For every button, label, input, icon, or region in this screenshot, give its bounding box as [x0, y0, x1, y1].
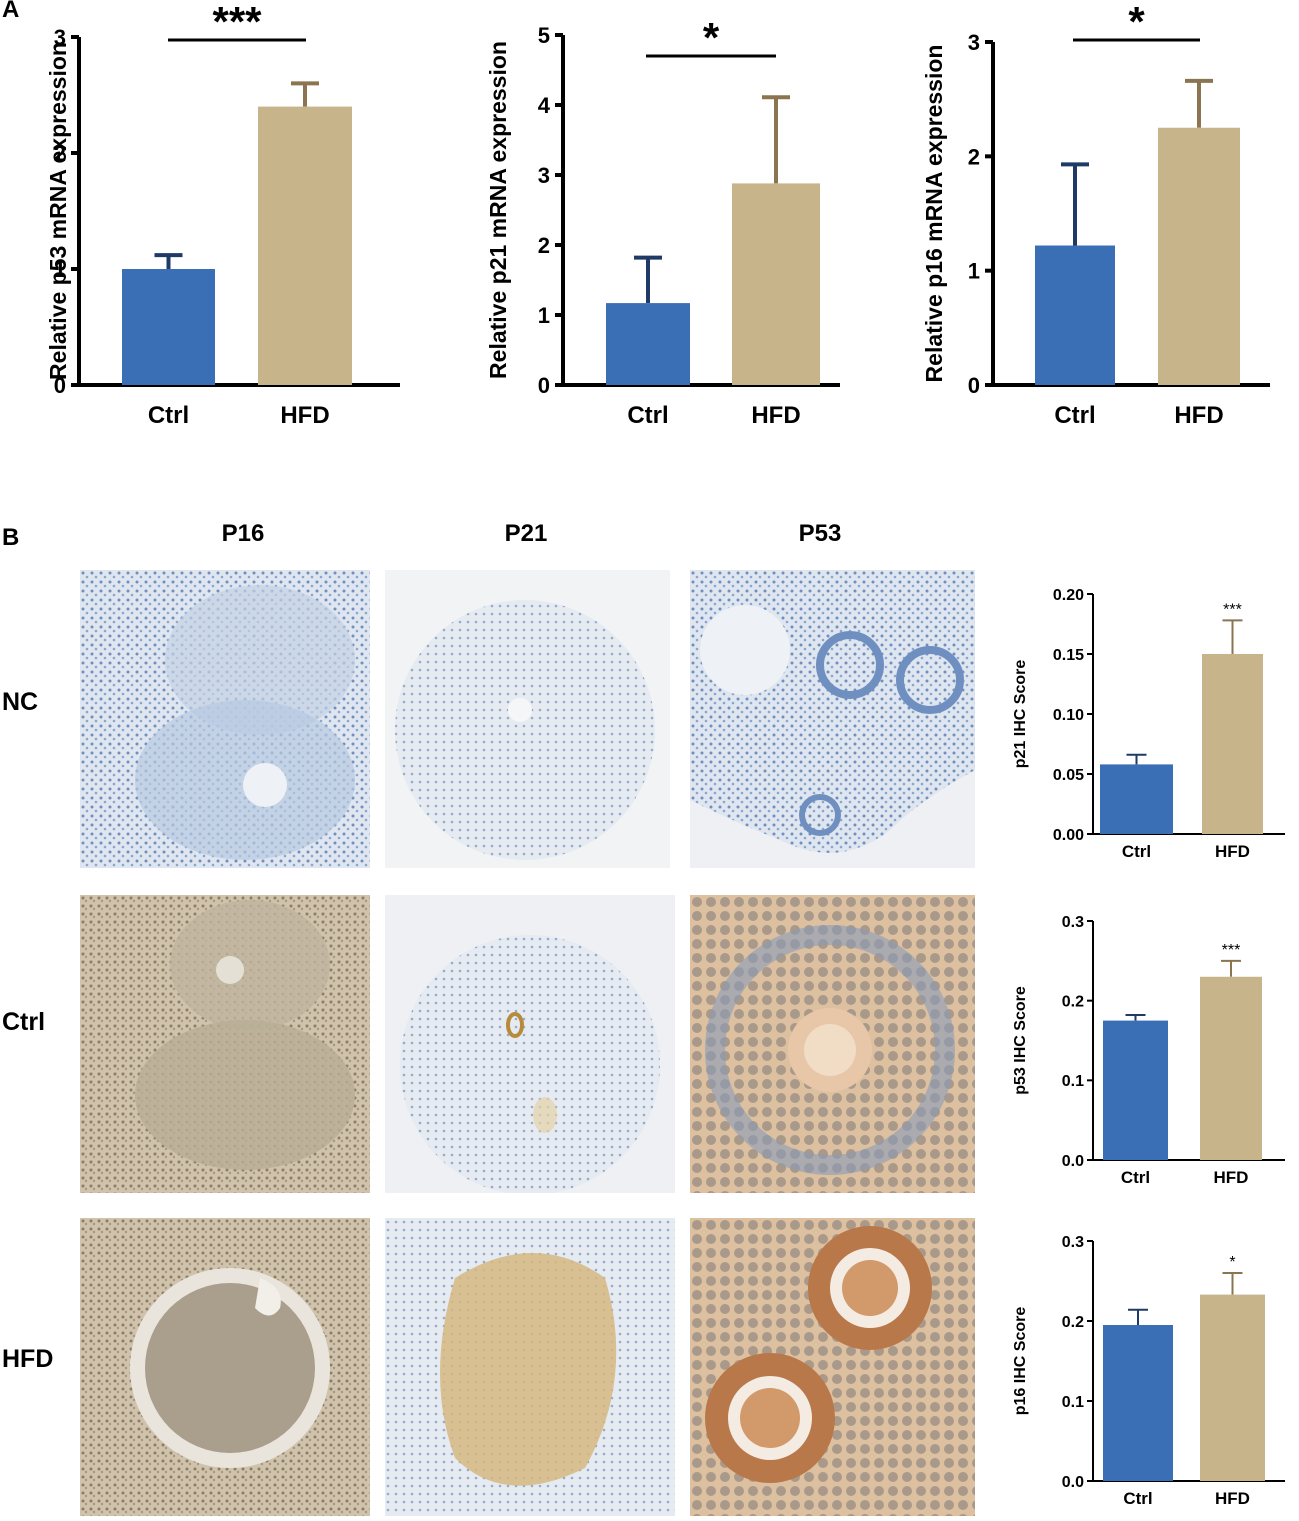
- x-tick-label: Ctrl: [1054, 402, 1095, 429]
- y-axis-label: p16 IHC Score: [1012, 1307, 1029, 1416]
- bar-hfd: [1200, 1294, 1265, 1481]
- y-tick-label: 0.1: [1062, 1394, 1084, 1411]
- panel-a-label: A: [2, 0, 20, 23]
- y-tick-label: 0.10: [1053, 707, 1084, 724]
- y-tick-label: 0.20: [1053, 587, 1084, 604]
- micrograph-nc-p21: [385, 570, 670, 868]
- column-header-p16: P16: [221, 520, 265, 547]
- bar-ctrl: [1035, 245, 1115, 385]
- significance-marker: *: [1128, 0, 1145, 45]
- panel-b-label: B: [2, 524, 20, 551]
- bar-ctrl: [122, 269, 215, 385]
- row-header-hfd: HFD: [2, 1345, 54, 1373]
- x-tick-label: HFD: [1215, 842, 1250, 861]
- y-tick-label: 0: [54, 373, 66, 398]
- y-axis-label: Relative p53 mRNA expression: [45, 42, 71, 380]
- y-tick-label: 5: [538, 23, 550, 48]
- significance-marker: ***: [1223, 601, 1242, 618]
- micrograph-ctrl-p16: [80, 895, 370, 1193]
- chart-p21-ihc: 0.00 0.05 0.10 0.15 0.20 Ctrl HFD *** p21 IHC Sc…: [1012, 587, 1285, 861]
- bar-hfd: [1158, 127, 1240, 385]
- y-tick-label: 1: [538, 303, 550, 328]
- y-tick-label: 0: [538, 373, 550, 398]
- y-axis-label: p53 IHC Score: [1012, 986, 1029, 1095]
- y-tick-label: 4: [538, 93, 551, 118]
- x-tick-label: HFD: [751, 402, 800, 429]
- y-tick-label: 3: [968, 30, 980, 55]
- y-tick-label: 2: [54, 141, 66, 166]
- y-tick-label: 0.2: [1062, 993, 1084, 1010]
- bar-hfd: [1200, 976, 1262, 1160]
- significance-marker: ***: [212, 0, 262, 45]
- column-header-p21: P21: [504, 520, 548, 547]
- y-tick-label: 2: [968, 144, 980, 169]
- y-tick-label: 0: [968, 373, 980, 398]
- x-tick-label: HFD: [280, 402, 329, 429]
- x-tick-label: HFD: [1174, 402, 1223, 429]
- micrograph-hfd-p21: [385, 1218, 675, 1516]
- bar-hfd: [1202, 654, 1263, 834]
- y-tick-label: 0.3: [1062, 914, 1084, 931]
- chart-p16-mrna: 0 1 2 3 Ctrl HFD * Relative p16 mRNA expression: [921, 0, 1270, 429]
- significance-marker: *: [703, 14, 720, 61]
- x-tick-label: Ctrl: [1121, 1168, 1150, 1187]
- y-tick-label: 1: [54, 257, 66, 282]
- x-tick-label: Ctrl: [1123, 1489, 1152, 1508]
- y-axis-label: Relative p16 mRNA expression: [921, 45, 947, 383]
- y-tick-label: 3: [538, 163, 550, 188]
- y-tick-label: 3: [54, 25, 66, 50]
- micrograph-nc-p53: [690, 570, 975, 868]
- bar-ctrl: [1103, 1020, 1168, 1160]
- x-tick-label: Ctrl: [627, 402, 668, 429]
- x-tick-label: Ctrl: [1122, 842, 1151, 861]
- chart-p53-mrna: 0 1 2 3 Ctrl HFD *** Relative p53 mRNA expressi…: [45, 0, 400, 429]
- y-tick-label: 1: [968, 259, 980, 284]
- y-tick-label: 0.3: [1062, 1234, 1084, 1251]
- y-tick-label: 0.0: [1062, 1153, 1084, 1170]
- y-tick-label: 0.00: [1053, 827, 1084, 844]
- bar-hfd: [732, 183, 820, 385]
- y-tick-label: 0.0: [1062, 1474, 1084, 1491]
- y-tick-label: 0.15: [1053, 647, 1084, 664]
- micrograph-hfd-p53: [690, 1218, 975, 1516]
- micrograph-hfd-p16: [80, 1218, 370, 1516]
- row-header-nc: NC: [2, 688, 39, 716]
- significance-marker: ***: [1222, 942, 1241, 959]
- bar-hfd: [258, 106, 352, 385]
- column-header-p53: P53: [798, 520, 842, 547]
- bar-ctrl: [1103, 1325, 1173, 1481]
- micrograph-ctrl-p21: [385, 895, 675, 1193]
- y-axis-label: Relative p21 mRNA expression: [485, 41, 511, 379]
- x-tick-label: HFD: [1214, 1168, 1249, 1187]
- row-header-ctrl: Ctrl: [2, 1008, 46, 1036]
- chart-p53-ihc: 0.0 0.1 0.2 0.3 Ctrl HFD *** p53 IHC Score: [1012, 914, 1285, 1187]
- y-tick-label: 0.2: [1062, 1314, 1084, 1331]
- significance-marker: *: [1229, 1254, 1235, 1271]
- bar-ctrl: [1100, 764, 1173, 834]
- y-tick-label: 2: [538, 233, 550, 258]
- x-tick-label: Ctrl: [148, 402, 189, 429]
- bar-ctrl: [606, 303, 690, 385]
- x-tick-label: HFD: [1215, 1489, 1250, 1508]
- y-tick-label: 0.1: [1062, 1073, 1084, 1090]
- y-tick-label: 0.05: [1053, 767, 1084, 784]
- chart-p16-ihc: 0.0 0.1 0.2 0.3 Ctrl HFD * p16 IHC Score: [1012, 1234, 1285, 1508]
- micrograph-ctrl-p53: [690, 895, 975, 1193]
- micrograph-nc-p16: [80, 570, 370, 868]
- y-axis-label: p21 IHC Score: [1012, 660, 1029, 769]
- chart-p21-mrna: 0 1 2 3 4 5 Ctrl HFD * Relative p21 mRNA expressi…: [485, 14, 840, 429]
